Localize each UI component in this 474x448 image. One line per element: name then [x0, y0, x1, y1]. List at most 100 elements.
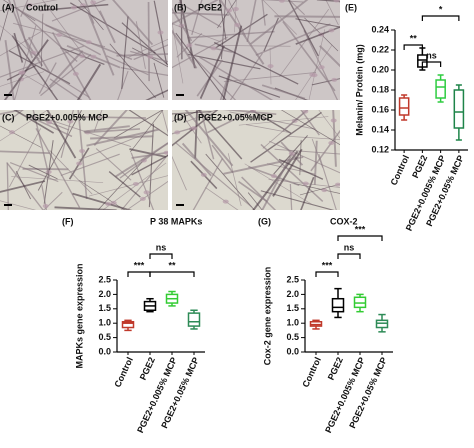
y-tick-label: 0.18	[371, 84, 389, 94]
cell-fiber	[129, 148, 167, 158]
y-tick-label: 0.5	[286, 332, 299, 342]
cell-fiber	[24, 74, 53, 92]
cell-fiber	[187, 30, 275, 39]
x-tick-label: PGE2	[326, 356, 345, 382]
cells	[172, 0, 340, 100]
cell-fiber	[15, 171, 32, 200]
cell-fiber	[76, 63, 102, 100]
nucleus	[232, 7, 239, 12]
significance-label: ***	[134, 260, 145, 270]
significance-bracket	[421, 61, 442, 67]
cell-fiber	[84, 128, 141, 134]
y-tick-label: 0.14	[371, 124, 389, 134]
cells	[0, 0, 168, 100]
cell-fiber	[13, 0, 27, 43]
nucleus	[147, 54, 154, 59]
nucleus	[26, 3, 33, 8]
significance-bracket	[149, 253, 173, 259]
x-tick-label: Control	[300, 356, 323, 389]
cell-fiber	[172, 29, 198, 69]
nucleus	[328, 28, 335, 33]
nucleus	[334, 182, 340, 187]
x-tick-label: PGE2	[138, 356, 157, 382]
nucleus	[76, 161, 83, 166]
cell-fiber	[228, 0, 247, 37]
box	[187, 312, 201, 327]
cell-fiber	[172, 0, 219, 25]
nucleus	[267, 64, 274, 69]
nucleus	[226, 8, 233, 13]
nucleus	[302, 181, 309, 186]
cell-fiber	[6, 162, 44, 210]
y-tick-label: 2.0	[286, 289, 299, 299]
cell-fiber	[295, 18, 340, 28]
cell-fiber	[0, 110, 25, 115]
cell-fiber	[83, 125, 130, 133]
nucleus	[278, 0, 285, 3]
significance-label: ns	[426, 50, 437, 60]
nucleus	[46, 120, 53, 125]
y-axis-label: MAPKs gene expression	[74, 263, 84, 368]
nucleus	[186, 43, 193, 48]
cell-fiber	[49, 78, 83, 100]
nucleus	[79, 148, 86, 153]
y-axis-label: Cox-2 gene expression	[262, 267, 272, 366]
cell-fiber	[120, 67, 168, 77]
cell-fiber	[172, 110, 202, 122]
cell-fiber	[108, 170, 141, 198]
cell-fiber	[147, 1, 150, 82]
cell-fiber	[289, 183, 293, 210]
nucleus	[30, 50, 37, 55]
cell-fiber	[205, 153, 255, 210]
box	[121, 321, 135, 329]
cell-fiber	[0, 30, 43, 57]
chart-title: P 38 MAPKs	[150, 216, 202, 226]
cell-fiber	[11, 35, 59, 100]
cell-fiber	[38, 62, 57, 94]
cell-fiber	[325, 0, 339, 26]
nucleus	[8, 130, 15, 135]
nucleus	[330, 118, 337, 123]
cell-fiber	[223, 155, 304, 175]
cell-fiber	[197, 110, 243, 160]
cell-fiber	[223, 72, 316, 83]
cell-fiber	[8, 0, 34, 59]
y-tick-label: 2.5	[98, 274, 111, 284]
y-tick-label: 1.5	[286, 303, 299, 313]
cell-fiber	[199, 45, 225, 99]
cell-fiber	[17, 8, 102, 56]
cell-fiber	[192, 158, 224, 210]
nucleus	[19, 70, 26, 75]
cell-fiber	[42, 0, 86, 58]
nucleus	[333, 0, 340, 3]
cell-fiber	[211, 144, 234, 174]
significance-bracket	[337, 253, 361, 259]
panel-caption: Control	[26, 2, 58, 12]
cell-fiber	[60, 153, 120, 176]
cell-fiber	[37, 110, 82, 191]
cell-fiber	[313, 140, 318, 185]
nucleus	[163, 150, 168, 155]
chart-title: COX-2	[330, 216, 358, 226]
cells	[0, 110, 168, 210]
nucleus	[270, 174, 277, 179]
y-tick-label: 0.16	[371, 104, 389, 114]
cell-fiber	[121, 16, 129, 90]
significance-bracket	[315, 271, 339, 277]
cell-fiber	[184, 110, 234, 167]
cell-fiber	[300, 176, 315, 210]
nucleus	[143, 190, 150, 195]
cell-fiber	[131, 47, 168, 68]
panel-caption: PGE2+0.005% MCP	[26, 112, 108, 122]
significance-label: ns	[156, 242, 167, 252]
cell-fiber	[172, 155, 187, 191]
micrograph: (B) PGE2	[172, 0, 340, 100]
nucleus	[157, 30, 164, 35]
y-tick-label: 0.0	[98, 346, 111, 356]
cell-fiber	[93, 110, 129, 147]
significance-bracket	[337, 235, 383, 241]
cell-fiber	[261, 153, 293, 210]
panel-label: (G)	[258, 216, 271, 226]
scale-bar	[4, 204, 12, 206]
